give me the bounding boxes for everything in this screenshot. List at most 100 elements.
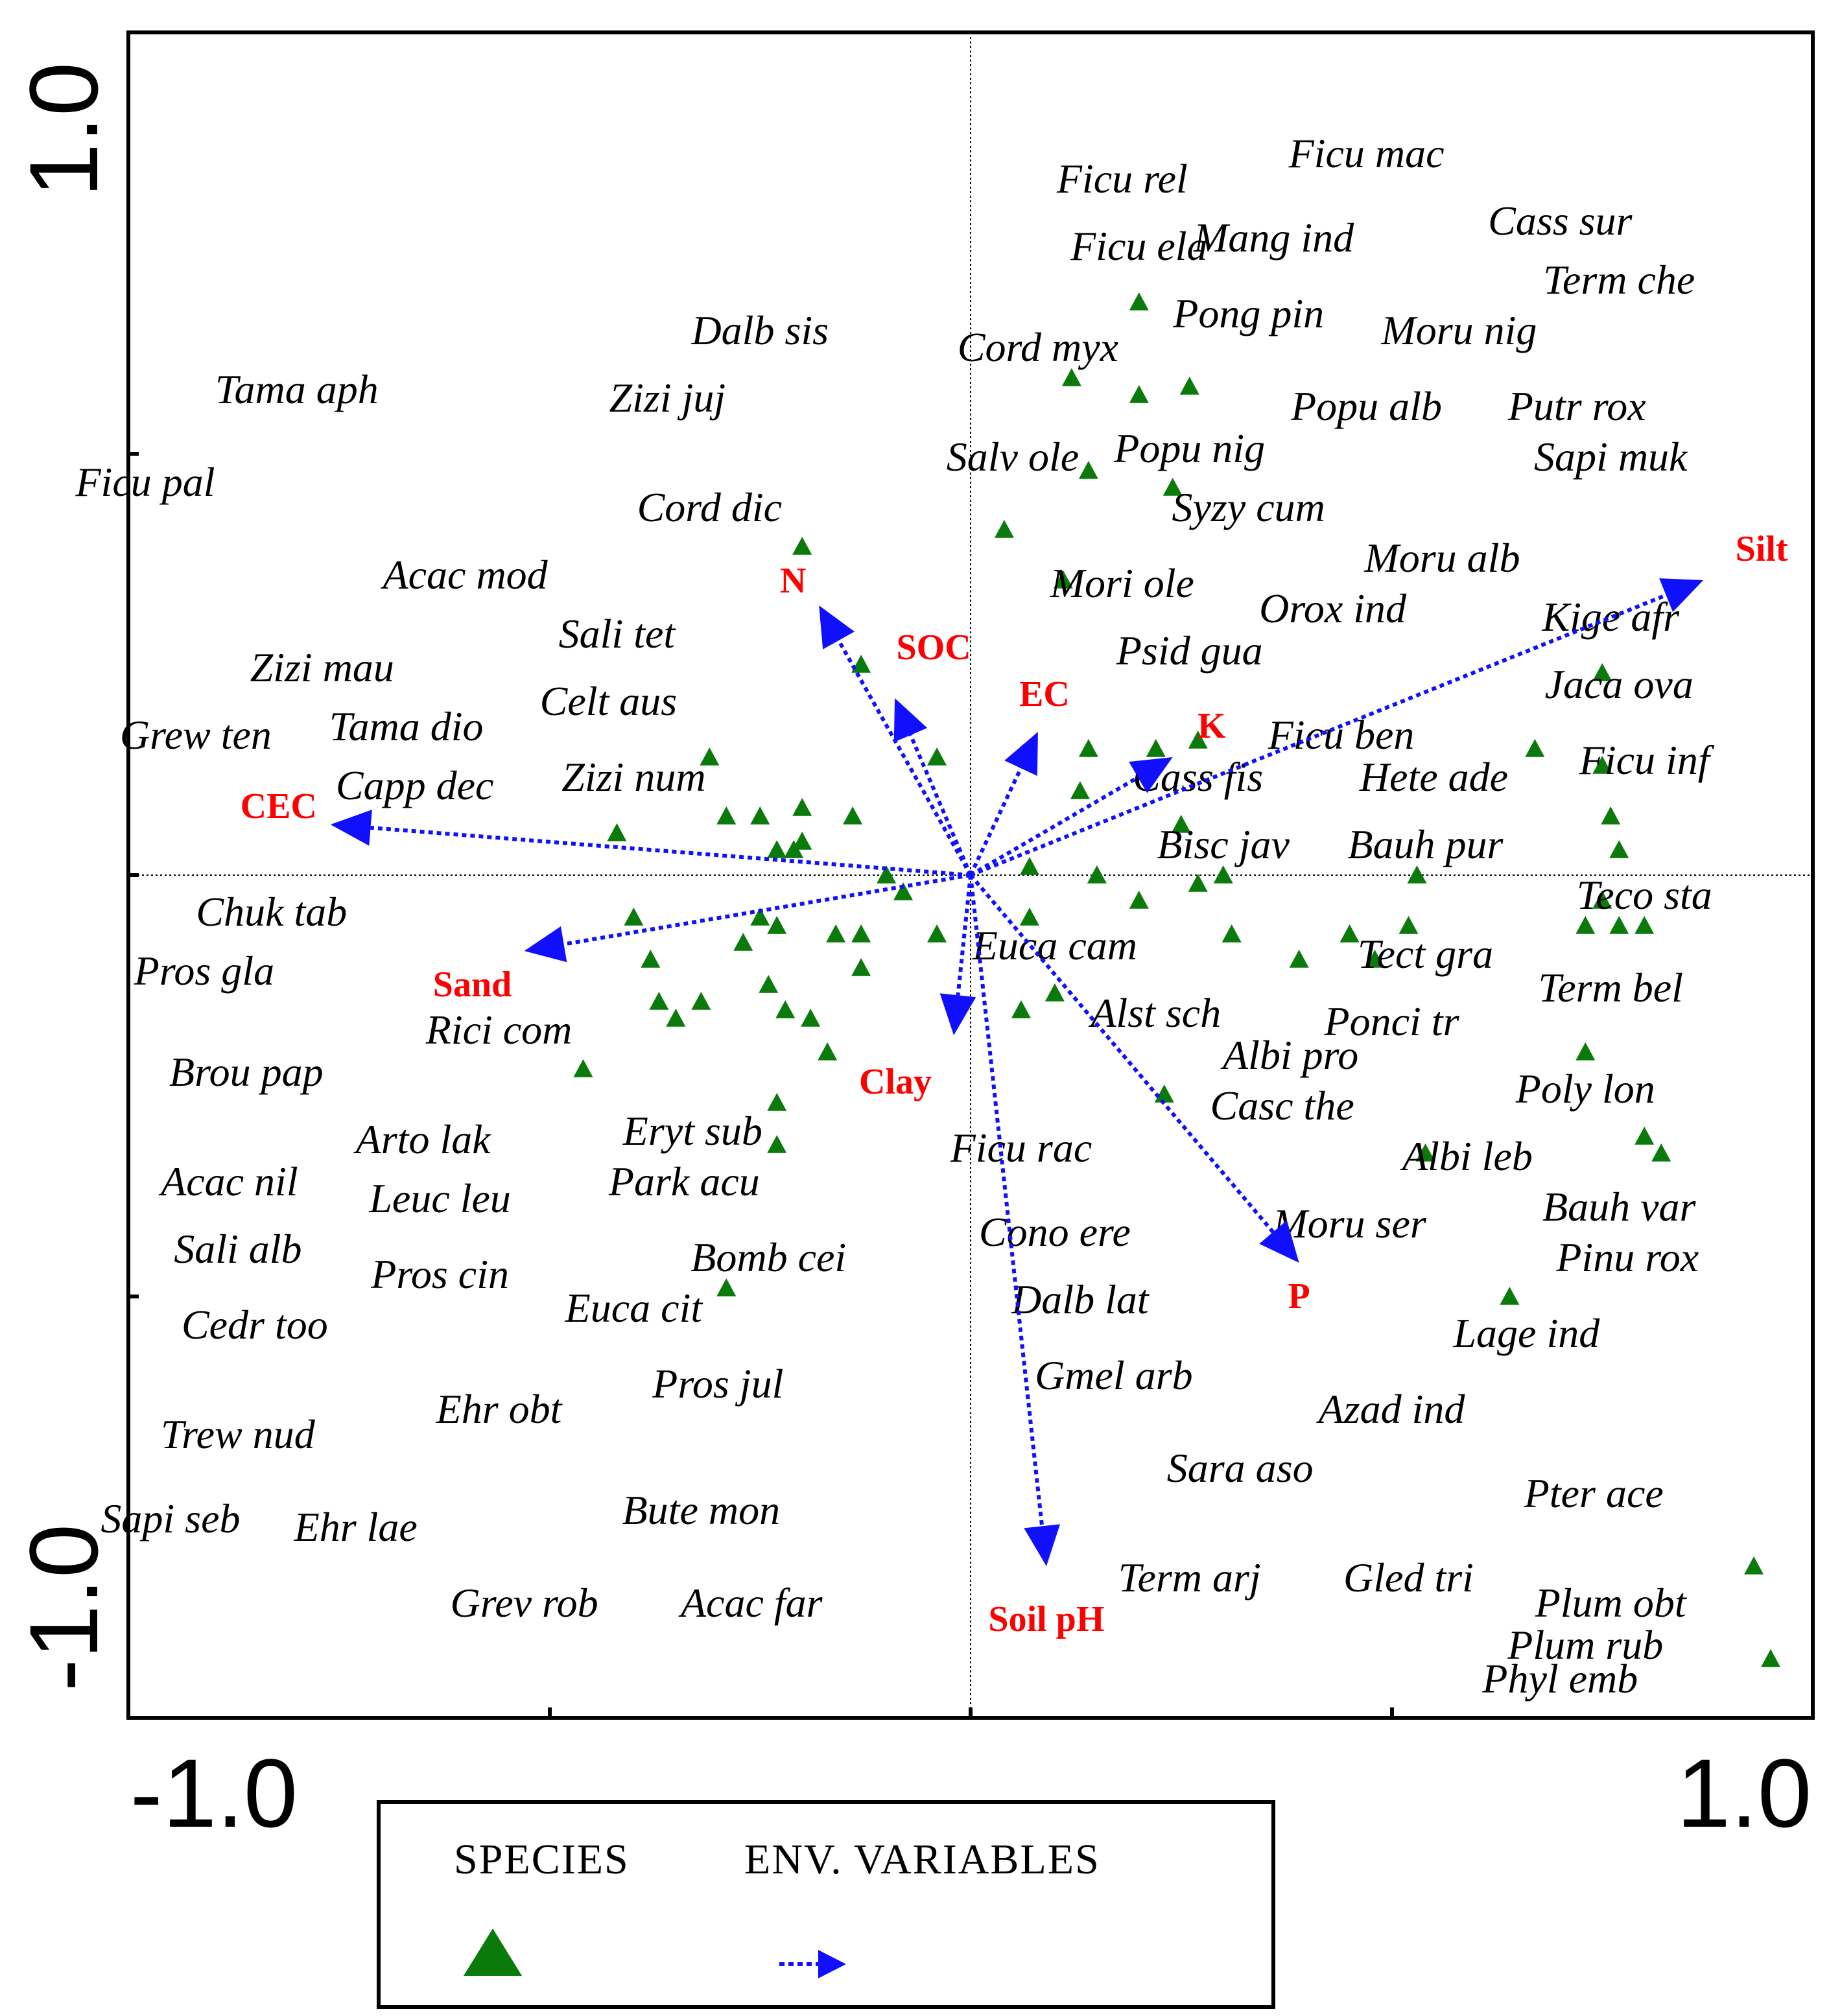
legend-env-arrow-head — [818, 1950, 846, 1978]
species-point — [1129, 385, 1149, 403]
species-label: Teco sta — [1577, 872, 1712, 918]
env-arrow-line — [969, 775, 1139, 877]
species-label: Lage ind — [1452, 1310, 1600, 1356]
species-label: Leuc leu — [368, 1175, 511, 1221]
species-point — [1609, 916, 1629, 934]
species-label: Bisc jav — [1157, 821, 1290, 867]
species-point — [801, 1009, 821, 1027]
species-label: Cono ere — [979, 1209, 1131, 1255]
env-arrow-head — [893, 698, 928, 743]
species-point — [624, 908, 644, 926]
species-point — [750, 806, 770, 825]
env-arrow-line — [969, 767, 1023, 876]
species-point — [1188, 874, 1208, 892]
species-label: Term che — [1543, 257, 1695, 303]
species-label: Dalb lat — [1011, 1276, 1150, 1322]
species-label: Hete ade — [1359, 754, 1508, 800]
species-label: Gmel arb — [1035, 1352, 1193, 1398]
env-arrow-head — [1024, 1524, 1060, 1566]
species-point — [1339, 924, 1360, 943]
legend-species-marker — [464, 1928, 522, 1976]
species-point — [1053, 570, 1073, 589]
species-label: Acac nil — [158, 1158, 298, 1204]
species-points — [573, 292, 1781, 1667]
species-label: Plum rub — [1507, 1622, 1663, 1668]
species-point — [767, 1135, 787, 1153]
species-point — [1019, 857, 1039, 875]
species-label: Tama aph — [215, 366, 379, 412]
species-label: Ficu rel — [1056, 156, 1188, 202]
species-label: Zizi juj — [609, 375, 726, 421]
species-point — [1365, 950, 1385, 968]
species-point — [607, 823, 627, 841]
species-point — [1634, 916, 1655, 934]
species-point — [775, 1000, 796, 1018]
species-point — [649, 992, 669, 1010]
species-label: Bute mon — [622, 1487, 781, 1533]
env-label: EC — [1019, 674, 1070, 714]
species-point — [1146, 739, 1166, 757]
species-point — [1129, 292, 1149, 311]
species-label: Sapi muk — [1534, 434, 1688, 480]
env-arrow-head — [939, 993, 976, 1035]
species-point — [767, 916, 787, 934]
species-label: Grev rob — [450, 1580, 598, 1626]
species-label: Ponci tr — [1324, 998, 1460, 1044]
species-label: Bauh pur — [1347, 821, 1504, 867]
env-arrow-head — [1129, 757, 1173, 793]
species-label: Syzy cum — [1172, 484, 1325, 530]
species-point — [666, 1009, 686, 1027]
species-point — [1044, 983, 1065, 1002]
species-point — [1415, 1143, 1435, 1162]
species-point — [733, 933, 753, 951]
species-label: Gled tri — [1343, 1554, 1474, 1600]
species-label: Moru alb — [1363, 535, 1520, 581]
species-point — [994, 520, 1014, 538]
species-label: Mori ole — [1050, 560, 1194, 606]
env-arrow-line — [956, 874, 973, 996]
env-arrow-line — [969, 874, 1044, 1527]
species-point — [1651, 1143, 1671, 1162]
species-label: Albi leb — [1400, 1133, 1533, 1179]
env-arrows — [330, 578, 1704, 1566]
species-label: Phyl emb — [1481, 1656, 1638, 1702]
species-point — [750, 908, 770, 926]
species-point — [927, 924, 947, 943]
legend: SPECIES ENV. VARIABLES — [377, 1800, 1275, 2009]
env-arrow-head — [330, 809, 372, 846]
species-label: Mang ind — [1193, 215, 1354, 261]
species-label: Ficu pal — [75, 459, 215, 505]
species-label: Cord dic — [637, 484, 782, 530]
env-arrow-head — [1659, 578, 1704, 613]
species-point — [1011, 1000, 1031, 1018]
legend-env-label: ENV. VARIABLES — [744, 1836, 1100, 1883]
species-label: Pros cin — [370, 1251, 509, 1297]
species-label: Poly lon — [1515, 1066, 1655, 1112]
species-point — [784, 840, 804, 858]
species-label: Ficu ben — [1268, 712, 1415, 758]
species-label: Bauh var — [1542, 1184, 1697, 1230]
env-label: SOC — [897, 627, 971, 668]
species-point — [1525, 739, 1545, 757]
env-arrow-line — [969, 593, 1667, 877]
species-label: Pinu rox — [1555, 1234, 1699, 1280]
species-point — [851, 655, 871, 673]
species-label: Zizi mau — [250, 644, 394, 690]
species-label: Capp dec — [336, 762, 494, 808]
species-label: Albi pro — [1220, 1032, 1358, 1078]
species-label: Orox ind — [1259, 585, 1407, 631]
env-arrow-head — [819, 605, 855, 650]
species-point — [792, 832, 812, 850]
species-label: Eryt sub — [622, 1108, 762, 1154]
env-arrow-line — [370, 825, 971, 877]
species-point — [818, 1042, 838, 1061]
env-label: Soil pH — [988, 1599, 1104, 1639]
species-label: Tama dio — [329, 703, 484, 749]
env-arrow-head — [524, 926, 567, 963]
species-point — [1398, 916, 1419, 934]
species-label: Grew ten — [120, 712, 272, 758]
species-label: Popu nig — [1113, 425, 1265, 471]
species-point — [1213, 865, 1233, 884]
species-label: Pong pin — [1172, 290, 1324, 336]
env-arrow-line — [908, 734, 973, 876]
